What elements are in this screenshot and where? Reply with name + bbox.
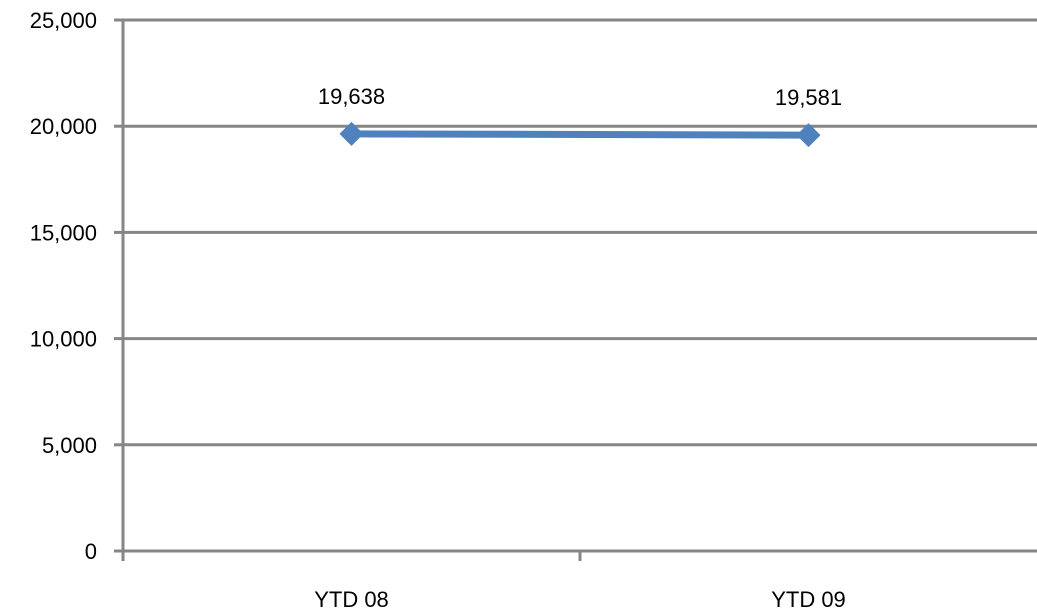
data-point-marker — [339, 121, 364, 146]
y-tick-label: 25,000 — [30, 8, 97, 33]
y-tick-label: 0 — [85, 539, 97, 564]
y-tick-label: 20,000 — [30, 114, 97, 139]
gridlines — [123, 18, 1037, 447]
y-tick-label: 5,000 — [42, 433, 97, 458]
x-tick-label: YTD 08 — [314, 587, 389, 612]
y-axis-tick-labels: 0 5,000 10,000 15,000 20,000 25,000 — [30, 8, 97, 564]
data-labels: 19,638 19,581 — [318, 84, 842, 110]
data-point-marker — [796, 123, 821, 148]
data-label: 19,581 — [775, 85, 842, 110]
series-layer — [339, 121, 821, 148]
y-tick-label: 10,000 — [30, 327, 97, 352]
x-axis-tick-labels: YTD 08 YTD 09 — [314, 587, 846, 612]
data-label: 19,638 — [318, 84, 385, 109]
y-tick-label: 15,000 — [30, 220, 97, 245]
x-tick-label: YTD 09 — [771, 587, 846, 612]
axes — [114, 18, 1037, 561]
series-line — [351, 130, 809, 139]
